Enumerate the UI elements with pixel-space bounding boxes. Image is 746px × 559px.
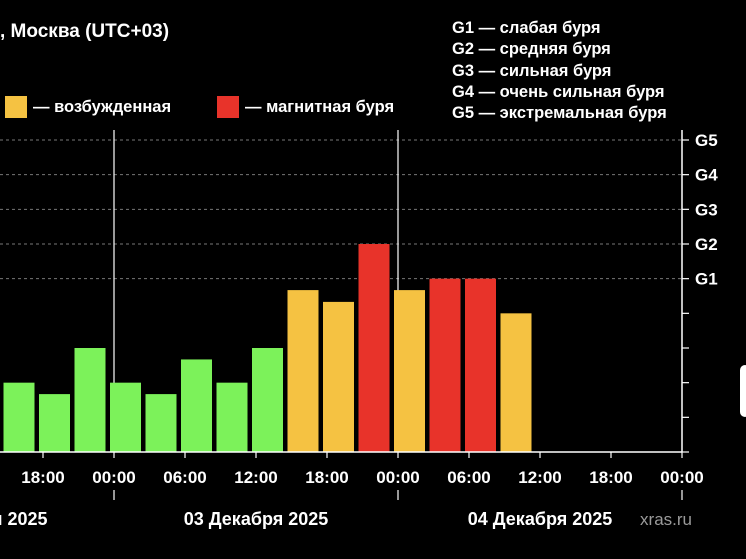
x-axis-hour-label-6: 06:00 [447, 468, 490, 487]
right-axis-label-g4: G4 [695, 166, 718, 185]
kp-bar-15 [500, 313, 532, 452]
watermark-text: xras.ru [640, 510, 692, 529]
kp-bar-9 [287, 290, 319, 452]
legend-excited-label: — возбужденная [33, 97, 172, 116]
x-axis-hour-label-5: 00:00 [376, 468, 419, 487]
scale-g3: G3 — сильная буря [452, 61, 612, 80]
kp-bar-3 [74, 348, 106, 452]
chart-title: , Москва (UTC+03) [0, 21, 170, 42]
scale-g2: G2 — средняя буря [452, 40, 611, 59]
kp-bar-12 [394, 290, 425, 452]
date-label-0: я 2025 [0, 509, 48, 529]
kp-bar-10 [323, 301, 354, 452]
date-label-2: 04 Декабря 2025 [468, 509, 613, 529]
right-axis-label-g5: G5 [695, 131, 718, 150]
kp-bar-14 [465, 278, 496, 452]
right-axis-label-g2: G2 [695, 235, 718, 254]
legend-storm-label: — магнитная буря [245, 97, 395, 116]
x-axis-hour-label-2: 06:00 [163, 468, 206, 487]
x-axis-hour-label-9: 00:00 [660, 468, 703, 487]
x-axis-hour-label-1: 00:00 [92, 468, 135, 487]
date-label-1: 03 Декабря 2025 [184, 509, 329, 529]
x-axis-hour-label-8: 18:00 [589, 468, 632, 487]
right-axis-label-g3: G3 [695, 200, 718, 219]
scroll-edge-handle[interactable] [740, 365, 746, 417]
x-axis-hour-label-7: 12:00 [518, 468, 561, 487]
kp-bar-5 [145, 394, 177, 452]
scale-g4: G4 — очень сильная буря [452, 82, 665, 101]
x-axis-hour-label-0: 18:00 [21, 468, 64, 487]
kp-bar-7 [216, 382, 248, 452]
kp-bar-8 [252, 348, 283, 452]
kp-bar-1 [3, 382, 35, 452]
legend-storm-swatch [217, 96, 239, 118]
scale-g1: G1 — слабая буря [452, 19, 601, 37]
kp-bar-4 [110, 382, 141, 452]
right-axis-label-g1: G1 [695, 270, 718, 289]
legend-excited-swatch [5, 96, 27, 118]
legend-excited: — возбужденная [5, 96, 171, 118]
kp-bar-11 [358, 244, 390, 452]
x-axis-hour-label-4: 18:00 [305, 468, 348, 487]
legend-storm: — магнитная буря [217, 96, 394, 118]
scale-g5: G5 — экстремальная буря [452, 104, 667, 123]
kp-bar-13 [429, 278, 461, 452]
storm-scale-legend: G1 — слабая буря G2 — средняя буря G3 — … [452, 18, 667, 124]
kp-bar-6 [181, 359, 212, 452]
x-axis-hour-label-3: 12:00 [234, 468, 277, 487]
kp-bar-2 [39, 394, 70, 452]
